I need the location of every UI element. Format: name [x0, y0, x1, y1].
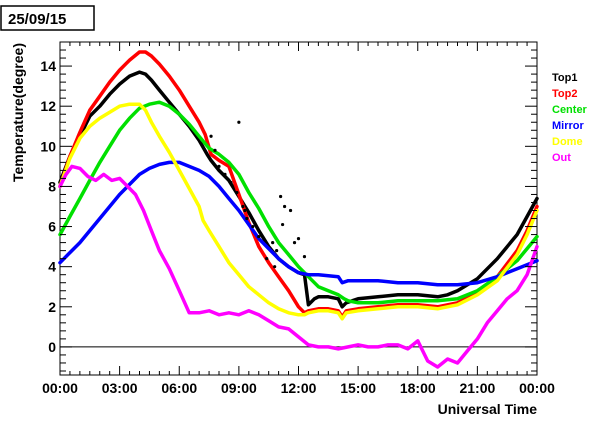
- scatter-point: [271, 241, 275, 245]
- y-tick-label: 12: [40, 98, 56, 114]
- series-line-out: [58, 164, 539, 369]
- y-tick-label: 10: [40, 138, 56, 154]
- series-line-top2: [58, 50, 539, 319]
- series-line-dome: [58, 102, 539, 321]
- plot-frame: [59, 41, 538, 376]
- scatter-point: [292, 241, 297, 245]
- y-tick-label: 8: [48, 178, 56, 194]
- series-layer: [58, 50, 539, 369]
- scatter-point: [296, 236, 301, 241]
- scatter-point: [241, 204, 245, 209]
- scatter-point: [288, 208, 293, 213]
- series-line-mirror: [58, 160, 539, 287]
- scatter-point: [213, 148, 217, 152]
- title-box: [0, 5, 95, 31]
- scatter-point: [217, 164, 221, 168]
- y-axis-ticks: 0 2 4 6 8 10 12 14: [40, 49, 537, 372]
- legend-entry-top1: Top1: [552, 72, 577, 84]
- scatter-point: [209, 134, 213, 138]
- scatter-layer: [209, 120, 307, 269]
- x-tick-label: 06:00: [161, 380, 197, 396]
- y-tick-label: 0: [48, 339, 56, 355]
- scatter-point: [237, 120, 241, 124]
- legend-entry-dome: Dome: [552, 136, 583, 148]
- legend-entry-top2: Top2: [552, 88, 577, 100]
- x-tick-label: 03:00: [102, 380, 138, 396]
- legend-entry-out: Out: [552, 152, 571, 164]
- scatter-point: [245, 216, 249, 221]
- scatter-point: [302, 255, 307, 259]
- scatter-point: [273, 265, 277, 269]
- scatter-point: [275, 249, 279, 253]
- legend-entry-center: Center: [552, 104, 588, 116]
- x-tick-label: 00:00: [42, 380, 78, 396]
- y-tick-label: 6: [48, 219, 56, 235]
- x-axis-ticks: 00:00 03:00 06:00 09:00 12:00 15:00 18:00 21:00…: [42, 42, 555, 396]
- legend-entry-mirror: Mirror: [552, 120, 585, 132]
- x-tick-label: 09:00: [221, 380, 257, 396]
- y-axis-label: Temperature(degree): [10, 43, 26, 182]
- x-axis-label: Universal Time: [438, 401, 538, 417]
- scatter-point: [265, 257, 269, 261]
- scatter-point: [281, 222, 285, 227]
- x-tick-label: 18:00: [400, 380, 436, 396]
- scatter-point: [229, 180, 233, 185]
- scatter-point: [257, 234, 261, 239]
- scatter-point: [243, 208, 247, 213]
- scatter-point: [282, 204, 287, 209]
- x-tick-label: 15:00: [340, 380, 376, 396]
- legend: Top1 Top2 Center Mirror Dome Out: [552, 72, 588, 164]
- scatter-point: [235, 190, 239, 195]
- y-tick-label: 2: [48, 299, 56, 315]
- y-tick-label: 14: [40, 58, 56, 74]
- scatter-point: [279, 194, 283, 199]
- x-tick-label: 12:00: [281, 380, 317, 396]
- scatter-point: [223, 172, 227, 176]
- chart-title: 25/09/15: [8, 11, 66, 28]
- scatter-point: [251, 224, 255, 229]
- x-tick-label: 00:00: [519, 380, 555, 396]
- y-tick-label: 4: [48, 259, 56, 275]
- series-line-center: [58, 100, 539, 305]
- x-tick-label: 21:00: [459, 380, 495, 396]
